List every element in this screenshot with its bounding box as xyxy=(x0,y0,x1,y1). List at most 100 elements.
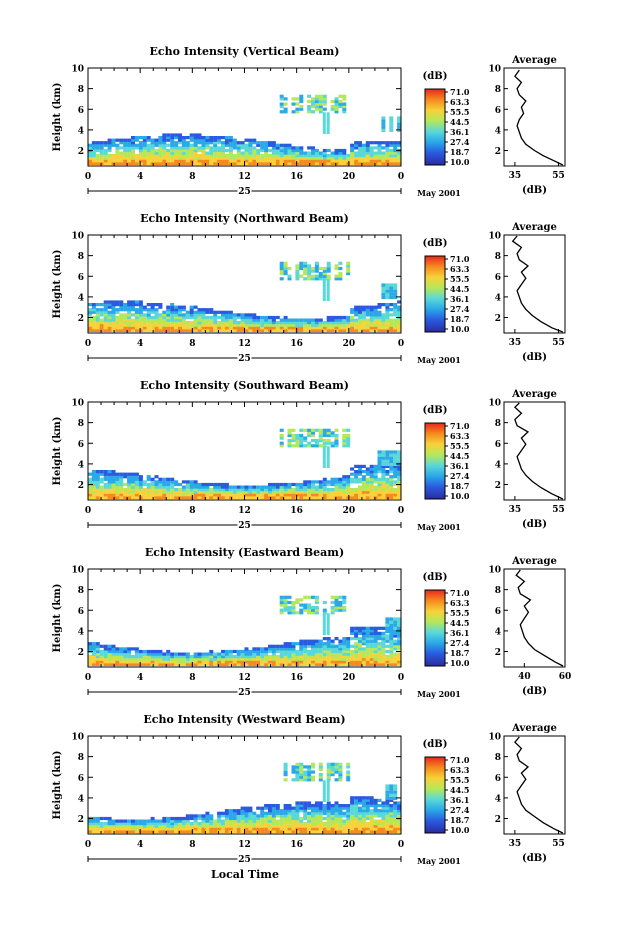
heatmap-cell xyxy=(377,154,382,158)
heatmap-cell xyxy=(326,773,331,777)
heatmap-cell xyxy=(279,272,284,276)
heatmap-cell xyxy=(107,472,112,476)
heatmap-cell xyxy=(181,495,186,499)
heatmap-cell xyxy=(361,822,366,826)
heatmap-cell xyxy=(330,477,335,481)
heatmap-cell xyxy=(260,161,265,165)
heatmap-cell xyxy=(279,600,284,605)
heatmap-cell xyxy=(358,315,362,320)
heatmap-cell xyxy=(201,816,206,821)
heatmap-cell xyxy=(303,801,308,805)
heatmap-cell xyxy=(138,655,143,659)
heatmap-cell xyxy=(95,328,100,332)
heatmap-cell xyxy=(385,472,390,476)
heatmap-cell xyxy=(283,161,288,165)
heatmap-cell xyxy=(162,318,167,322)
heatmap-cell xyxy=(365,824,370,828)
heatmap-cell xyxy=(330,804,335,808)
heatmap-cell xyxy=(354,642,359,646)
heatmap-cell xyxy=(205,154,210,158)
heatmap-cell xyxy=(236,495,241,499)
heatmap-cell xyxy=(342,321,347,325)
heatmap-cell xyxy=(221,159,225,163)
heatmap-cell xyxy=(318,642,323,646)
average-frame xyxy=(503,401,566,501)
heatmap-cell xyxy=(358,323,362,327)
heatmap-cell xyxy=(397,462,402,466)
heatmap-cell xyxy=(342,315,347,320)
heatmap-cell xyxy=(385,161,390,165)
heatmap-cell xyxy=(350,323,355,327)
heatmap-cell xyxy=(268,819,272,823)
heatmap-cell xyxy=(193,660,198,664)
heatmap-cell xyxy=(150,323,155,327)
heatmap-cell xyxy=(236,662,241,666)
colorbar-tick-label: 18.7 xyxy=(450,314,469,324)
avg-y-tick-label: 8 xyxy=(495,419,501,429)
heatmap-cell xyxy=(361,326,366,330)
heatmap-cell xyxy=(209,310,214,314)
heatmap-cell xyxy=(232,495,237,499)
heatmap-cell xyxy=(240,811,245,815)
heatmap-cell xyxy=(299,156,304,160)
heatmap-cell xyxy=(107,824,112,828)
heatmap-cell xyxy=(326,321,331,325)
heatmap-cell xyxy=(393,655,398,659)
heatmap-cell xyxy=(111,308,116,312)
heatmap-cell xyxy=(95,321,100,325)
heatmap-cell xyxy=(119,138,124,142)
heatmap-cell xyxy=(162,655,167,659)
heatmap-cell xyxy=(221,495,225,499)
heatmap-cell xyxy=(338,277,343,281)
heatmap-cell xyxy=(365,305,370,309)
heatmap-cell xyxy=(240,809,245,813)
heatmap-cell xyxy=(330,321,335,325)
heatmap-cell xyxy=(236,146,241,150)
heatmap-cell xyxy=(275,660,280,664)
heatmap-cell xyxy=(275,814,280,818)
heatmap-cell xyxy=(236,326,241,330)
heatmap-cell xyxy=(154,482,159,487)
heatmap-cell xyxy=(354,655,359,659)
heatmap-cell xyxy=(377,485,382,489)
heatmap-cell xyxy=(314,811,319,815)
heatmap-cell xyxy=(111,154,116,158)
heatmap-cell xyxy=(314,829,319,833)
heatmap-cell xyxy=(228,488,233,492)
heatmap-cell xyxy=(217,148,222,153)
heatmap-cell xyxy=(260,159,265,163)
heatmap-cell xyxy=(174,154,179,158)
heatmap-cell xyxy=(158,146,163,150)
heatmap-cell xyxy=(381,816,386,821)
heatmap-cell xyxy=(354,490,359,494)
average-title: Average xyxy=(511,55,557,66)
heatmap-cell xyxy=(166,318,171,322)
heatmap-cell xyxy=(209,822,214,826)
x-tick-label: 0 xyxy=(398,840,404,850)
heatmap-cell xyxy=(361,796,366,800)
heatmap-cell xyxy=(221,662,225,666)
heatmap-cell xyxy=(232,146,237,150)
heatmap-cell xyxy=(256,323,261,327)
heatmap-cell xyxy=(236,321,241,325)
heatmap-cell xyxy=(107,315,112,320)
heatmap-cell xyxy=(326,112,330,116)
heatmap-cell xyxy=(318,488,323,492)
heatmap-cell xyxy=(178,136,182,140)
heatmap-cell xyxy=(295,107,300,111)
heatmap-cell xyxy=(326,809,331,813)
heatmap-cell xyxy=(346,321,351,325)
heatmap-cell xyxy=(95,141,100,145)
heatmap-cell xyxy=(91,644,96,648)
heatmap-cell xyxy=(279,490,284,494)
heatmap-cell xyxy=(138,300,143,304)
heatmap-cell xyxy=(268,811,272,815)
heatmap-cell xyxy=(318,272,323,276)
heatmap-cell xyxy=(338,662,343,666)
heatmap-cell xyxy=(162,141,167,145)
panel-2: Echo Intensity (Northward Beam)246810Hei… xyxy=(52,212,566,365)
heatmap-cell xyxy=(271,814,276,818)
heatmap-cell xyxy=(209,161,214,165)
heatmap-cell xyxy=(303,428,308,432)
heatmap-cell xyxy=(314,595,319,599)
